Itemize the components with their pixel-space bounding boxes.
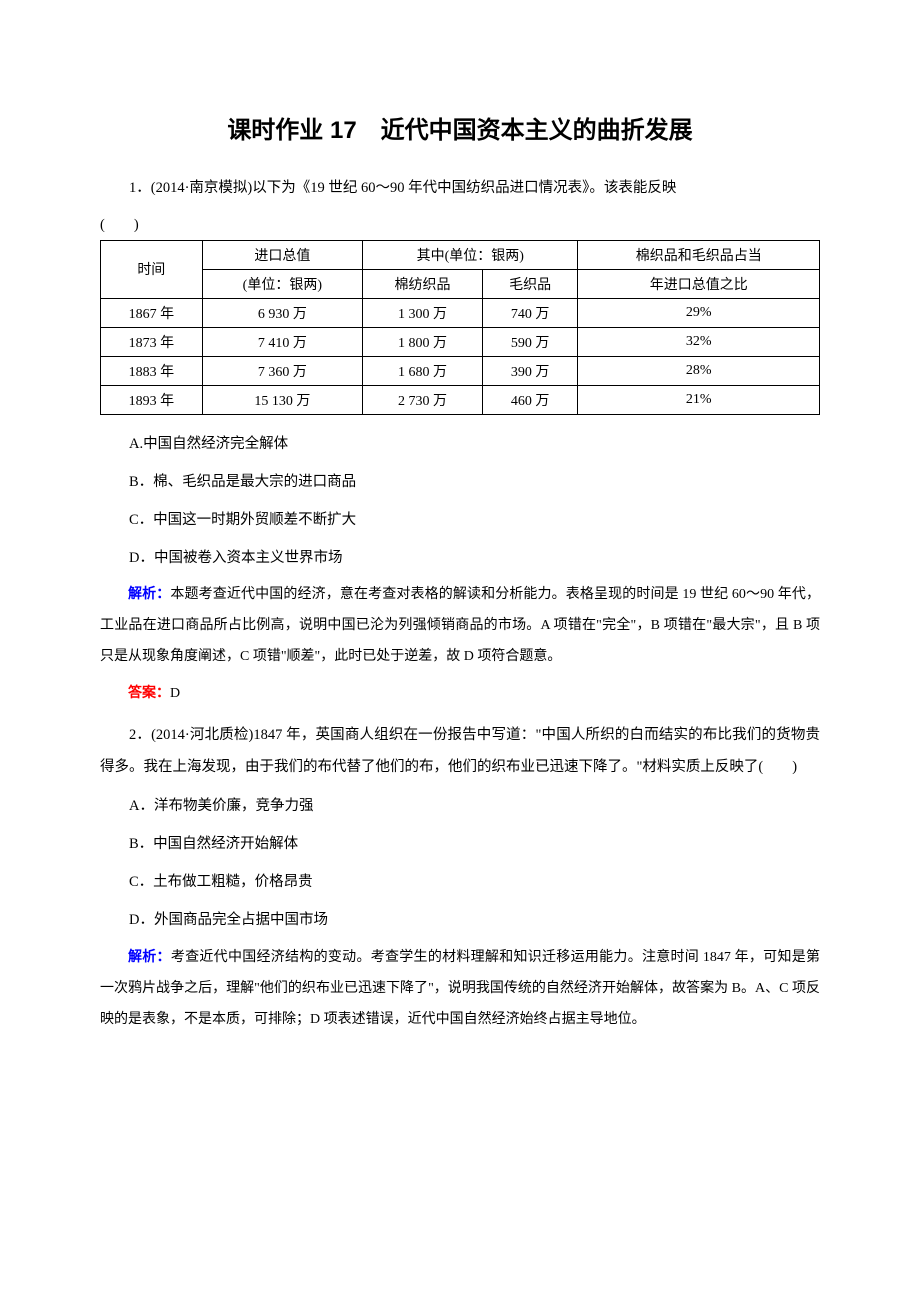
cell-wool: 390 万 [482,356,578,385]
cell-cotton: 2 730 万 [363,385,483,414]
table-row: 1883 年 7 360 万 1 680 万 390 万 28% [101,356,820,385]
cell-cotton: 1 300 万 [363,298,483,327]
th-time: 时间 [101,240,203,298]
analysis-label: 解析： [128,587,170,602]
q1-stem: 1．(2014·南京模拟)以下为《19 世纪 60～90 年代中国纺织品进口情况… [129,180,676,196]
q2-analysis-text: 考查近代中国经济结构的变动。考查学生的材料理解和知识迁移运用能力。注意时间 18… [100,950,820,1027]
q1-table: 时间 进口总值 其中(单位：银两) 棉织品和毛织品占当 (单位：银两) 棉纺织品… [100,240,820,415]
th-cotton: 棉纺织品 [363,269,483,298]
th-total-1: 进口总值 [202,240,362,269]
th-ratio-1: 棉织品和毛织品占当 [578,240,820,269]
cell-total: 7 410 万 [202,327,362,356]
cell-time: 1893 年 [101,385,203,414]
cell-time: 1873 年 [101,327,203,356]
q1-stem-line: 1．(2014·南京模拟)以下为《19 世纪 60～90 年代中国纺织品进口情况… [100,173,820,205]
q2-option-c: C．土布做工粗糙，价格昂贵 [100,867,820,899]
q1-answer: 答案：D [100,679,820,710]
th-subhead: 其中(单位：银两) [363,240,578,269]
cell-wool: 460 万 [482,385,578,414]
table-row: 1893 年 15 130 万 2 730 万 460 万 21% [101,385,820,414]
cell-wool: 740 万 [482,298,578,327]
cell-total: 15 130 万 [202,385,362,414]
cell-ratio: 29% [578,298,820,327]
q2-option-d: D．外国商品完全占据中国市场 [100,905,820,937]
q2-option-a: A．洋布物美价廉，竞争力强 [100,791,820,823]
q1-option-d: D．中国被卷入资本主义世界市场 [100,543,820,575]
analysis-label: 解析： [128,950,171,965]
th-wool: 毛织品 [482,269,578,298]
table-row: 1873 年 7 410 万 1 800 万 590 万 32% [101,327,820,356]
cell-time: 1867 年 [101,298,203,327]
q1-answer-value: D [170,686,180,701]
page-title: 课时作业 17 近代中国资本主义的曲折发展 [100,110,820,145]
q2-analysis: 解析：考查近代中国经济结构的变动。考查学生的材料理解和知识迁移运用能力。注意时间… [100,943,820,1035]
cell-total: 6 930 万 [202,298,362,327]
cell-ratio: 28% [578,356,820,385]
cell-cotton: 1 680 万 [363,356,483,385]
table-row: 1867 年 6 930 万 1 300 万 740 万 29% [101,298,820,327]
cell-ratio: 21% [578,385,820,414]
q1-paren: ( ) [100,213,820,234]
cell-total: 7 360 万 [202,356,362,385]
cell-wool: 590 万 [482,327,578,356]
q1-analysis-text: 本题考查近代中国的经济，意在考查对表格的解读和分析能力。表格呈现的时间是 19 … [100,587,820,664]
q2-stem: 2．(2014·河北质检)1847 年，英国商人组织在一份报告中写道："中国人所… [100,720,820,784]
cell-time: 1883 年 [101,356,203,385]
cell-ratio: 32% [578,327,820,356]
th-ratio-2: 年进口总值之比 [578,269,820,298]
q1-option-c: C．中国这一时期外贸顺差不断扩大 [100,505,820,537]
th-total-2: (单位：银两) [202,269,362,298]
q1-option-a: A.中国自然经济完全解体 [100,429,820,461]
q1-option-b: B．棉、毛织品是最大宗的进口商品 [100,467,820,499]
cell-cotton: 1 800 万 [363,327,483,356]
q1-analysis: 解析：本题考查近代中国的经济，意在考查对表格的解读和分析能力。表格呈现的时间是 … [100,580,820,672]
q2-option-b: B．中国自然经济开始解体 [100,829,820,861]
answer-label: 答案： [128,686,170,701]
